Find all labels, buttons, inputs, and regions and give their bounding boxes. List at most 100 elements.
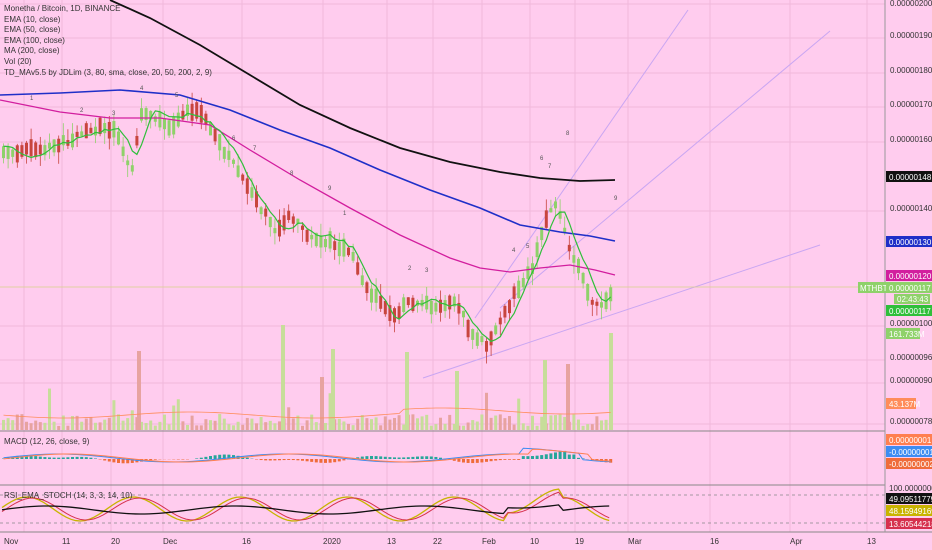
candle-body (448, 295, 452, 310)
macd-hist-bar (38, 456, 42, 459)
volume-bar (15, 414, 19, 430)
candle-body (577, 258, 580, 274)
volume-bar (107, 417, 111, 430)
candle-body (213, 128, 217, 142)
candle-body (466, 319, 470, 338)
candle-body (268, 216, 272, 228)
stoch-k-badge-text: 48.15949169 (889, 507, 932, 516)
volume-bar (347, 423, 350, 430)
candle-body (204, 113, 208, 125)
legend-ema50[interactable]: EMA (50, close) (4, 25, 61, 35)
candle-body (287, 210, 291, 221)
time-tick: Feb (482, 537, 496, 546)
legend-ema10[interactable]: EMA (10, close) (4, 14, 61, 24)
candle-body (393, 308, 396, 323)
macd-hist-bar (549, 453, 553, 459)
macd-signal-badge (886, 434, 932, 445)
volume-bar (397, 415, 401, 430)
candle-body (333, 241, 337, 251)
candle-body (84, 123, 88, 139)
time-tick: Dec (163, 537, 177, 546)
td-count: 5 (526, 244, 530, 250)
price-tick: 0.00000090 (890, 376, 932, 385)
macd-hist-bar (287, 459, 291, 460)
volume-bar (549, 415, 553, 430)
price-axis[interactable]: 0.00000200 0.00000190 0.00000180 0.00000… (890, 0, 932, 426)
macd-hist-bar (149, 459, 153, 461)
macd-hist-bar (337, 459, 341, 462)
candle-body (89, 127, 93, 134)
candle-body (282, 215, 286, 231)
macd-hist-bar (259, 459, 263, 461)
macd-hist-bar (324, 459, 327, 463)
candle-body (558, 211, 562, 219)
volume-bar (466, 422, 470, 430)
candle-body (411, 297, 415, 311)
ema100-badge-text: 0.00000130 (889, 238, 932, 247)
volume-bar (296, 415, 300, 430)
candle-body (475, 332, 479, 346)
macd-hist-bar (80, 456, 84, 459)
candle-body (521, 277, 525, 288)
volume-bar (393, 417, 396, 430)
macd-hist-bar (425, 456, 429, 459)
rsi-badge (886, 493, 932, 504)
macd-hist-bar (531, 456, 534, 459)
td-count: 9 (614, 196, 618, 202)
candle-body (103, 123, 107, 134)
volume-bar (600, 420, 603, 430)
candle-body (379, 295, 383, 309)
candle-body (2, 146, 5, 159)
macd-hist-bar (268, 459, 272, 461)
stoch-d-badge-text: 13.60544218 (889, 520, 932, 529)
candle-body (549, 208, 553, 213)
time-tick: 2020 (323, 537, 341, 546)
volume-bar (480, 414, 484, 430)
macd-hist-bar (498, 459, 502, 461)
time-tick: 22 (433, 537, 442, 546)
macd-hist-bar (508, 459, 511, 460)
candle-body (273, 228, 277, 234)
macd-hist-bar (301, 459, 304, 461)
volume-bar (6, 418, 10, 430)
candle-body (48, 142, 51, 149)
candle-body (209, 122, 212, 136)
legend-td[interactable]: TD_MAv5.5 by JDLim (3, 80, sma, close, 2… (4, 67, 212, 77)
candle-body (11, 149, 15, 157)
pair-tag-text: MTHBTC (860, 284, 894, 293)
volume-bar (80, 421, 84, 430)
volume-badge (886, 328, 920, 339)
candle-body (563, 227, 567, 233)
volume-bar (402, 424, 406, 430)
legend-symbol[interactable]: Monetha / Bitcoin, 1D, BINANCE (4, 4, 121, 13)
macd-hist-bar (581, 458, 585, 459)
time-axis[interactable]: Nov 11 20 Dec 16 2020 13 22 Feb 10 19 Ma… (4, 537, 876, 546)
macd-hist-bar (305, 459, 309, 462)
volume-bar (566, 364, 570, 430)
macd-legend[interactable]: MACD (12, 26, close, 9) (4, 437, 90, 446)
candle-body (61, 135, 65, 146)
macd-hist-bar (291, 459, 295, 461)
legend-vol[interactable]: Vol (20) (4, 56, 32, 66)
macd-hist-bar (103, 459, 107, 461)
macd-hist-bar (213, 455, 217, 459)
macd-hist-bar (471, 459, 475, 464)
chart-grid (0, 0, 885, 532)
macd-hist-bar (388, 457, 392, 459)
candle-body (365, 282, 369, 294)
volume-bar (535, 425, 539, 430)
candle-body (328, 231, 332, 249)
volume-bar (531, 415, 534, 430)
macd-hist-bar (434, 456, 438, 459)
macd-hist-bar (264, 459, 268, 461)
candle-body (241, 174, 245, 181)
candle-body (374, 288, 378, 303)
legend-ma200[interactable]: MA (200, close) (4, 46, 60, 56)
volume-bar (388, 419, 392, 430)
rsi-legend[interactable]: RSI_EMA_STOCH (14, 3, 3, 14, 10) (4, 491, 133, 500)
legend-ema100[interactable]: EMA (100, close) (4, 35, 65, 45)
volume-bar (158, 421, 162, 430)
candle-body (457, 302, 461, 314)
volume-bar (365, 418, 369, 430)
